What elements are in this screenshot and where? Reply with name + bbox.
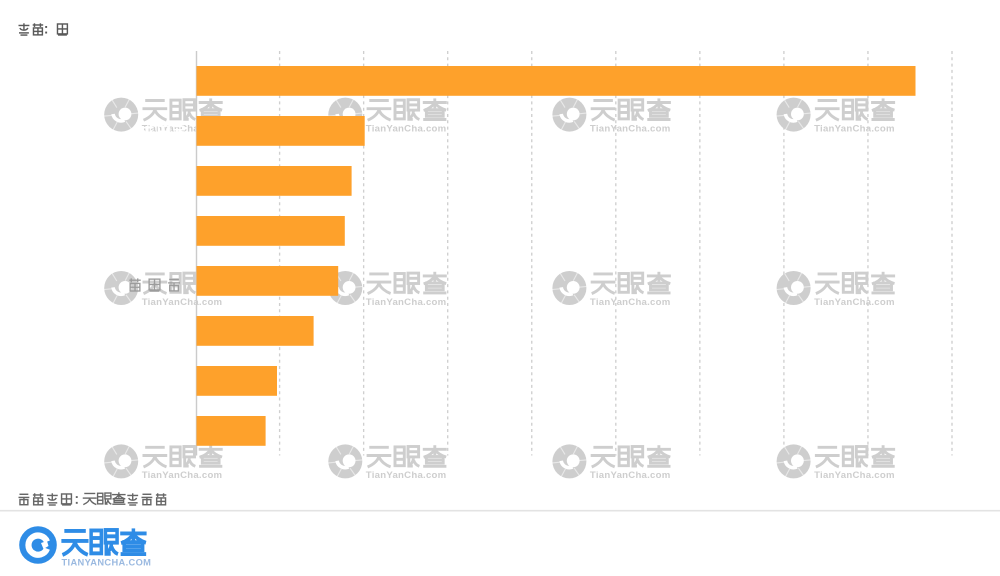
svg-text:TianYanCha.com: TianYanCha.com bbox=[142, 123, 223, 134]
svg-text:TianYanCha.com: TianYanCha.com bbox=[366, 470, 447, 481]
svg-text:TianYanCha.com: TianYanCha.com bbox=[814, 470, 895, 481]
svg-text:TianYanCha.com: TianYanCha.com bbox=[366, 297, 447, 308]
svg-text:TianYanCha.com: TianYanCha.com bbox=[590, 297, 671, 308]
svg-text:TIANYANCHA.COM: TIANYANCHA.COM bbox=[62, 558, 152, 568]
svg-text:TianYanCha.com: TianYanCha.com bbox=[814, 297, 895, 308]
svg-text:TianYanCha.com: TianYanCha.com bbox=[366, 123, 447, 134]
svg-text:TianYanCha.com: TianYanCha.com bbox=[142, 297, 223, 308]
svg-text:TianYanCha.com: TianYanCha.com bbox=[590, 470, 671, 481]
svg-text:TianYanCha.com: TianYanCha.com bbox=[142, 470, 223, 481]
svg-text:TianYanCha.com: TianYanCha.com bbox=[590, 123, 671, 134]
svg-text:TianYanCha.com: TianYanCha.com bbox=[814, 123, 895, 134]
